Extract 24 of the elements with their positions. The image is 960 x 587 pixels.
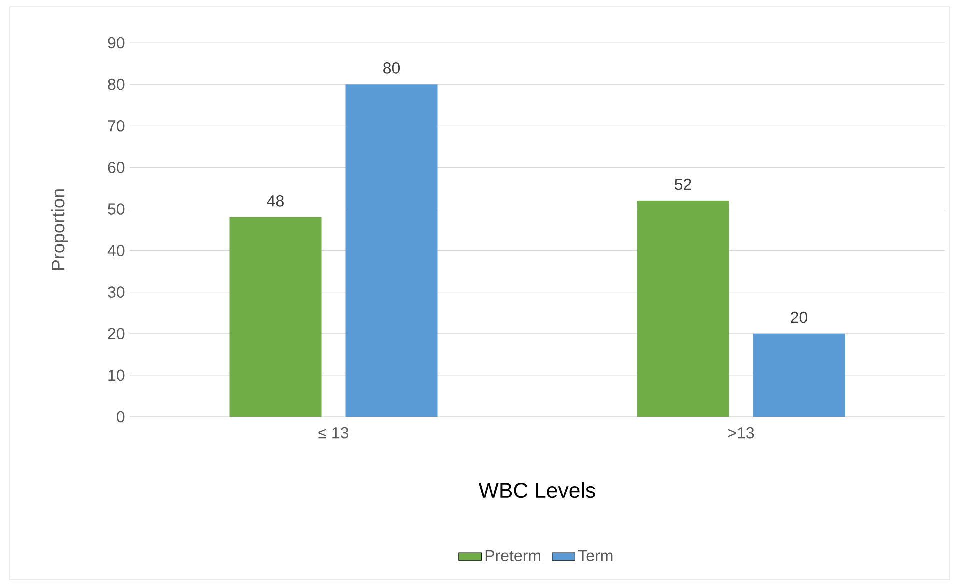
bar — [346, 84, 438, 417]
bar — [753, 334, 846, 417]
y-axis-title: Proportion — [52, 190, 68, 270]
data-label: 80 — [384, 62, 400, 74]
legend-label: Preterm — [486, 550, 540, 562]
data-label: 52 — [675, 178, 692, 190]
bar — [230, 218, 322, 417]
x-tick-label: >13 — [728, 427, 754, 439]
y-tick-label: 60 — [108, 162, 125, 174]
y-tick-label: 50 — [108, 204, 125, 215]
y-tick-label: 90 — [108, 37, 125, 49]
data-label: 20 — [791, 312, 808, 324]
y-tick-label: 70 — [108, 120, 125, 132]
x-tick-label: ≤ 13 — [318, 427, 349, 439]
bar — [637, 200, 730, 417]
y-tick-label: 30 — [108, 286, 125, 298]
y-tick-label: 80 — [108, 78, 125, 90]
y-tick-label: 40 — [108, 245, 125, 256]
data-label: 48 — [267, 196, 284, 207]
y-tick-label: 10 — [108, 370, 125, 382]
x-axis-title: WBC Levels — [478, 482, 596, 498]
legend-label: Term — [578, 550, 613, 562]
y-tick-label: 0 — [117, 411, 125, 423]
y-tick-label: 20 — [108, 328, 125, 340]
